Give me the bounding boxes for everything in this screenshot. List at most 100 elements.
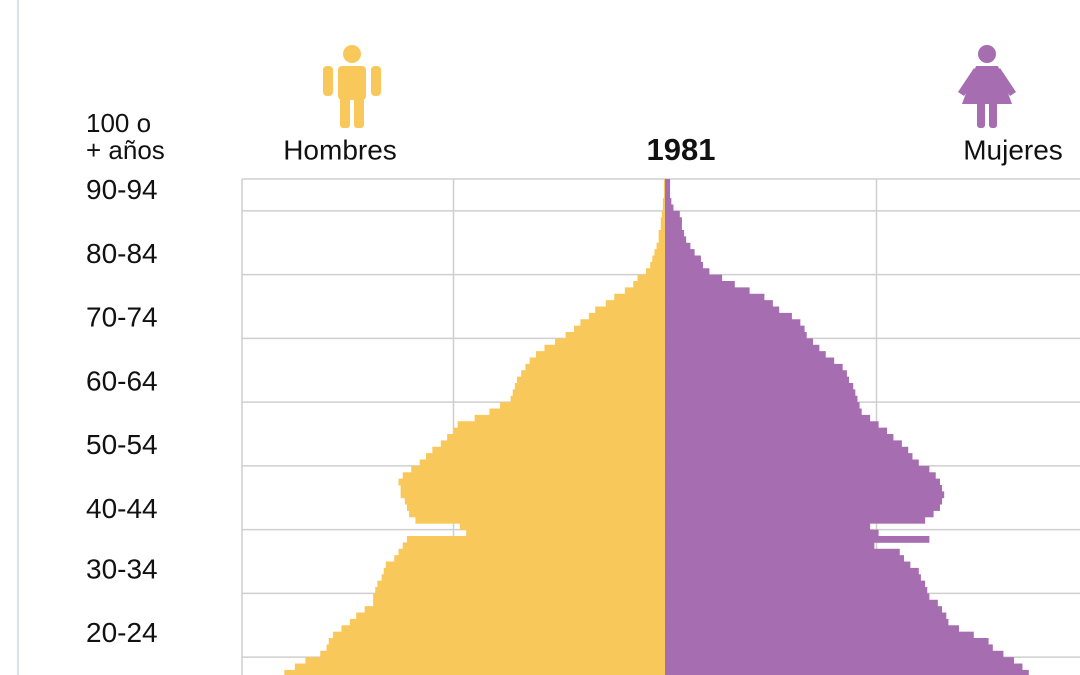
bar (356, 612, 665, 620)
bar (665, 599, 938, 607)
top-age-label: + años (86, 135, 165, 165)
bar (665, 191, 671, 199)
bar (341, 625, 665, 633)
bar (665, 669, 1029, 675)
bar (663, 185, 665, 193)
bar (404, 497, 665, 505)
y-tick-label: 40-44 (86, 493, 158, 524)
bar (665, 319, 801, 327)
bar (665, 370, 847, 378)
bar (326, 644, 665, 652)
woman-icon (958, 45, 1016, 128)
bar (665, 363, 843, 371)
bar (665, 491, 945, 499)
bar (385, 561, 665, 569)
bar (665, 300, 773, 307)
bar (665, 453, 913, 460)
bar (411, 465, 665, 473)
bar (665, 657, 1014, 664)
y-tick-label: 80-84 (86, 238, 158, 269)
bar (665, 434, 894, 441)
bar (665, 580, 926, 588)
bar (383, 567, 665, 575)
bar (525, 363, 665, 371)
bar (663, 179, 665, 186)
bar (665, 625, 959, 633)
bar (665, 414, 871, 422)
bar (665, 344, 820, 352)
bar (665, 293, 765, 301)
bar (489, 408, 665, 416)
bar (665, 223, 682, 231)
bar (500, 402, 665, 409)
bar (665, 357, 835, 365)
bar (432, 446, 665, 454)
bar (637, 274, 665, 282)
bar (665, 612, 947, 620)
bar (665, 261, 704, 269)
bar (665, 510, 934, 518)
bar (440, 440, 665, 448)
bar (466, 529, 665, 537)
bar (665, 383, 854, 390)
bar (665, 504, 940, 511)
bar (665, 650, 1004, 658)
bar (320, 650, 665, 658)
bar (535, 351, 665, 358)
bar (373, 599, 665, 607)
bar (665, 230, 685, 237)
bar (665, 465, 930, 473)
bar (294, 663, 665, 671)
bar (662, 204, 665, 212)
bar (305, 657, 665, 664)
bar (588, 312, 665, 320)
bar (665, 536, 930, 543)
bar (415, 516, 665, 524)
bar (650, 261, 665, 269)
bar (332, 631, 665, 639)
bar (406, 504, 665, 511)
bar (665, 618, 949, 626)
bar (614, 293, 665, 301)
bar (654, 249, 665, 256)
bar (665, 242, 691, 250)
y-tick-label: 70-74 (86, 302, 158, 333)
bar (457, 421, 665, 429)
bar (373, 593, 665, 601)
bar (284, 669, 665, 675)
bar (375, 587, 665, 594)
bar (574, 325, 665, 333)
bar (656, 242, 665, 250)
bar (665, 198, 672, 205)
bar (328, 638, 665, 645)
bar (665, 376, 850, 384)
bar (645, 268, 665, 276)
legend-label: Hombres (283, 134, 397, 165)
bar (665, 306, 780, 314)
bar-layer (284, 179, 1029, 675)
bar (665, 338, 814, 346)
bar (529, 357, 665, 365)
bar (665, 561, 911, 569)
bar (665, 631, 974, 639)
bar (665, 606, 943, 613)
bar (665, 644, 993, 652)
bar (510, 395, 665, 403)
legend-label: Mujeres (963, 134, 1063, 165)
bar (665, 236, 687, 244)
y-tick-label: 60-64 (86, 365, 158, 396)
bar (665, 446, 909, 454)
bar (665, 389, 856, 397)
bar (381, 574, 665, 582)
bar (665, 351, 826, 358)
bar (665, 204, 674, 212)
bar (665, 478, 940, 486)
bar (665, 255, 701, 263)
bar (521, 370, 665, 378)
bar (665, 587, 928, 594)
bar (665, 523, 871, 531)
bar (662, 198, 665, 205)
y-tick-label: 20-24 (86, 617, 158, 648)
bar (419, 459, 665, 467)
